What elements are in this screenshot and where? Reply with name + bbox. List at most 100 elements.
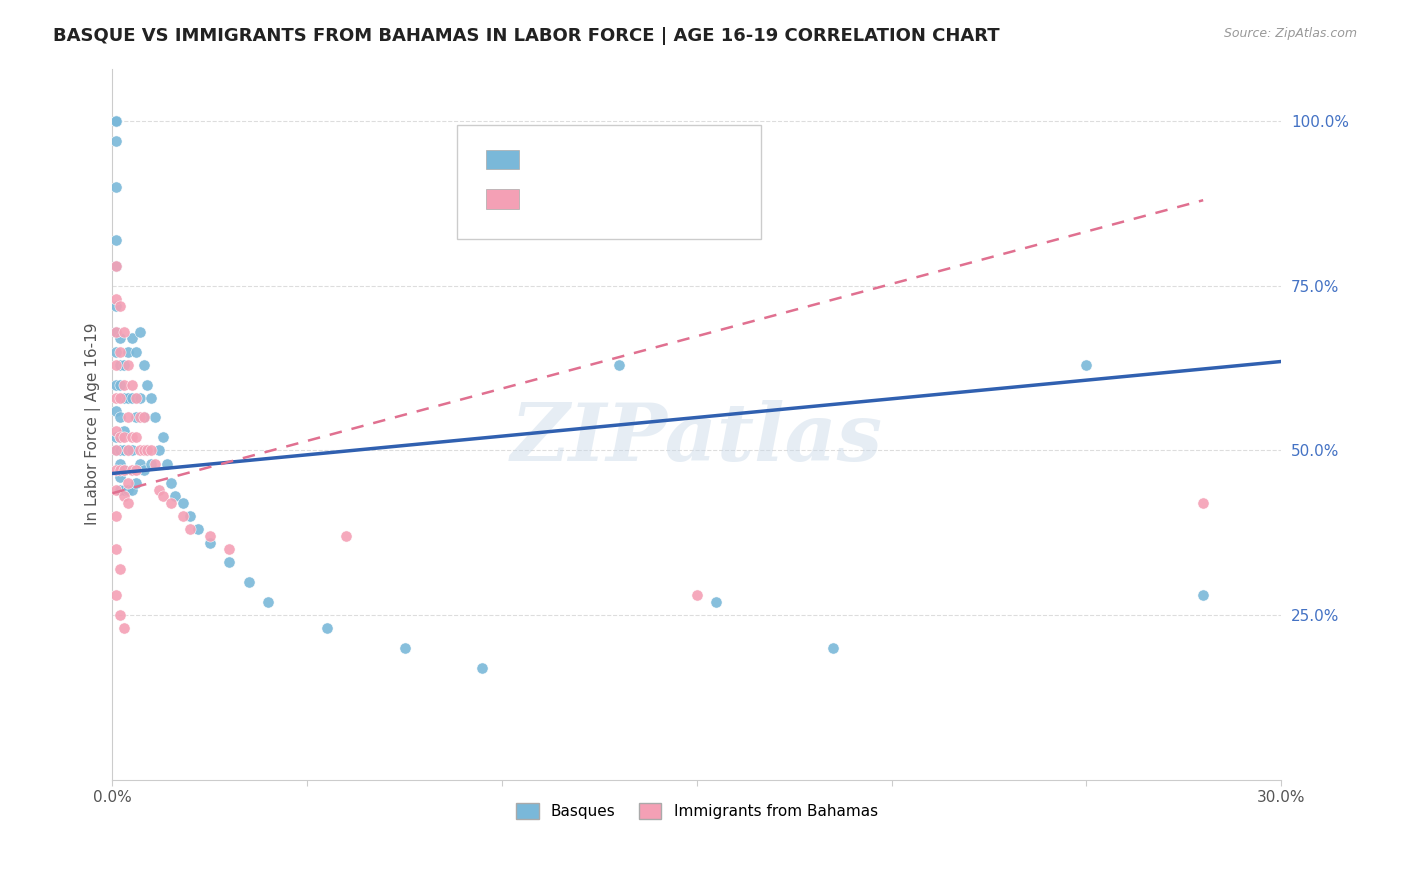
Point xyxy=(179,509,201,524)
Text: R =: R = xyxy=(533,190,569,208)
Point xyxy=(105,134,128,148)
Point xyxy=(172,509,194,524)
Point xyxy=(117,344,139,359)
Point xyxy=(105,463,128,477)
Point xyxy=(132,410,155,425)
Point xyxy=(121,331,143,345)
Point xyxy=(143,457,166,471)
Point xyxy=(121,443,143,458)
Point xyxy=(108,483,131,497)
Point xyxy=(108,299,131,313)
Text: 53: 53 xyxy=(679,190,700,208)
Point xyxy=(141,457,163,471)
Point xyxy=(105,430,128,444)
Point xyxy=(132,358,155,372)
Point xyxy=(105,509,128,524)
Point xyxy=(218,555,240,569)
Point xyxy=(112,490,135,504)
Point xyxy=(1192,496,1215,510)
Point xyxy=(238,575,260,590)
Point xyxy=(117,476,139,491)
Point xyxy=(112,424,135,438)
Point xyxy=(108,430,131,444)
Point xyxy=(121,483,143,497)
Point xyxy=(105,443,128,458)
Point xyxy=(125,391,148,405)
Point xyxy=(117,483,139,497)
Point xyxy=(108,562,131,576)
Point xyxy=(105,542,128,557)
Point xyxy=(121,463,143,477)
Point xyxy=(128,391,150,405)
Text: ZIPatlas: ZIPatlas xyxy=(510,400,883,477)
Y-axis label: In Labor Force | Age 16-19: In Labor Force | Age 16-19 xyxy=(86,323,101,525)
Point xyxy=(152,490,174,504)
Point xyxy=(105,483,128,497)
Point xyxy=(117,391,139,405)
Point xyxy=(108,331,131,345)
Point xyxy=(132,443,155,458)
Point xyxy=(108,443,131,458)
Point xyxy=(108,358,131,372)
Point xyxy=(152,430,174,444)
Point xyxy=(112,621,135,635)
FancyBboxPatch shape xyxy=(457,126,761,239)
Point xyxy=(105,344,128,359)
Point xyxy=(143,410,166,425)
Point xyxy=(112,358,135,372)
Point xyxy=(607,358,630,372)
Point xyxy=(132,410,155,425)
Point xyxy=(156,457,179,471)
Text: 0.167: 0.167 xyxy=(571,151,617,169)
Point xyxy=(141,391,163,405)
Point xyxy=(218,542,240,557)
Text: N =: N = xyxy=(630,151,683,169)
Point xyxy=(125,430,148,444)
Point xyxy=(128,410,150,425)
Point xyxy=(112,483,135,497)
Point xyxy=(112,325,135,339)
Point xyxy=(121,430,143,444)
Point xyxy=(112,430,135,444)
Point xyxy=(704,595,727,609)
Legend: Basques, Immigrants from Bahamas: Basques, Immigrants from Bahamas xyxy=(509,797,884,825)
Point xyxy=(105,292,128,306)
Point xyxy=(125,476,148,491)
Point xyxy=(105,299,128,313)
Point xyxy=(148,483,170,497)
Point xyxy=(128,443,150,458)
Point xyxy=(105,424,128,438)
Text: Source: ZipAtlas.com: Source: ZipAtlas.com xyxy=(1223,27,1357,40)
Point xyxy=(172,496,194,510)
Point xyxy=(136,443,159,458)
Point xyxy=(112,377,135,392)
Point xyxy=(108,391,131,405)
Text: N =: N = xyxy=(630,190,683,208)
Point xyxy=(108,607,131,622)
Point xyxy=(471,661,494,675)
Text: R =: R = xyxy=(533,151,569,169)
Point xyxy=(112,391,135,405)
Point xyxy=(108,430,131,444)
Point xyxy=(105,114,128,128)
Point xyxy=(136,377,159,392)
Point xyxy=(315,621,337,635)
Point xyxy=(198,529,221,543)
Text: BASQUE VS IMMIGRANTS FROM BAHAMAS IN LABOR FORCE | AGE 16-19 CORRELATION CHART: BASQUE VS IMMIGRANTS FROM BAHAMAS IN LAB… xyxy=(53,27,1000,45)
Point xyxy=(105,114,128,128)
Point xyxy=(132,463,155,477)
Point xyxy=(108,344,131,359)
Point xyxy=(160,496,183,510)
Point xyxy=(148,443,170,458)
Point xyxy=(125,344,148,359)
Point xyxy=(105,404,128,418)
Point xyxy=(108,377,131,392)
Point xyxy=(179,523,201,537)
Point xyxy=(117,443,139,458)
Point xyxy=(108,469,131,483)
Point xyxy=(125,463,148,477)
Point xyxy=(112,463,135,477)
Point xyxy=(125,410,148,425)
Point xyxy=(160,476,183,491)
Point xyxy=(163,490,186,504)
